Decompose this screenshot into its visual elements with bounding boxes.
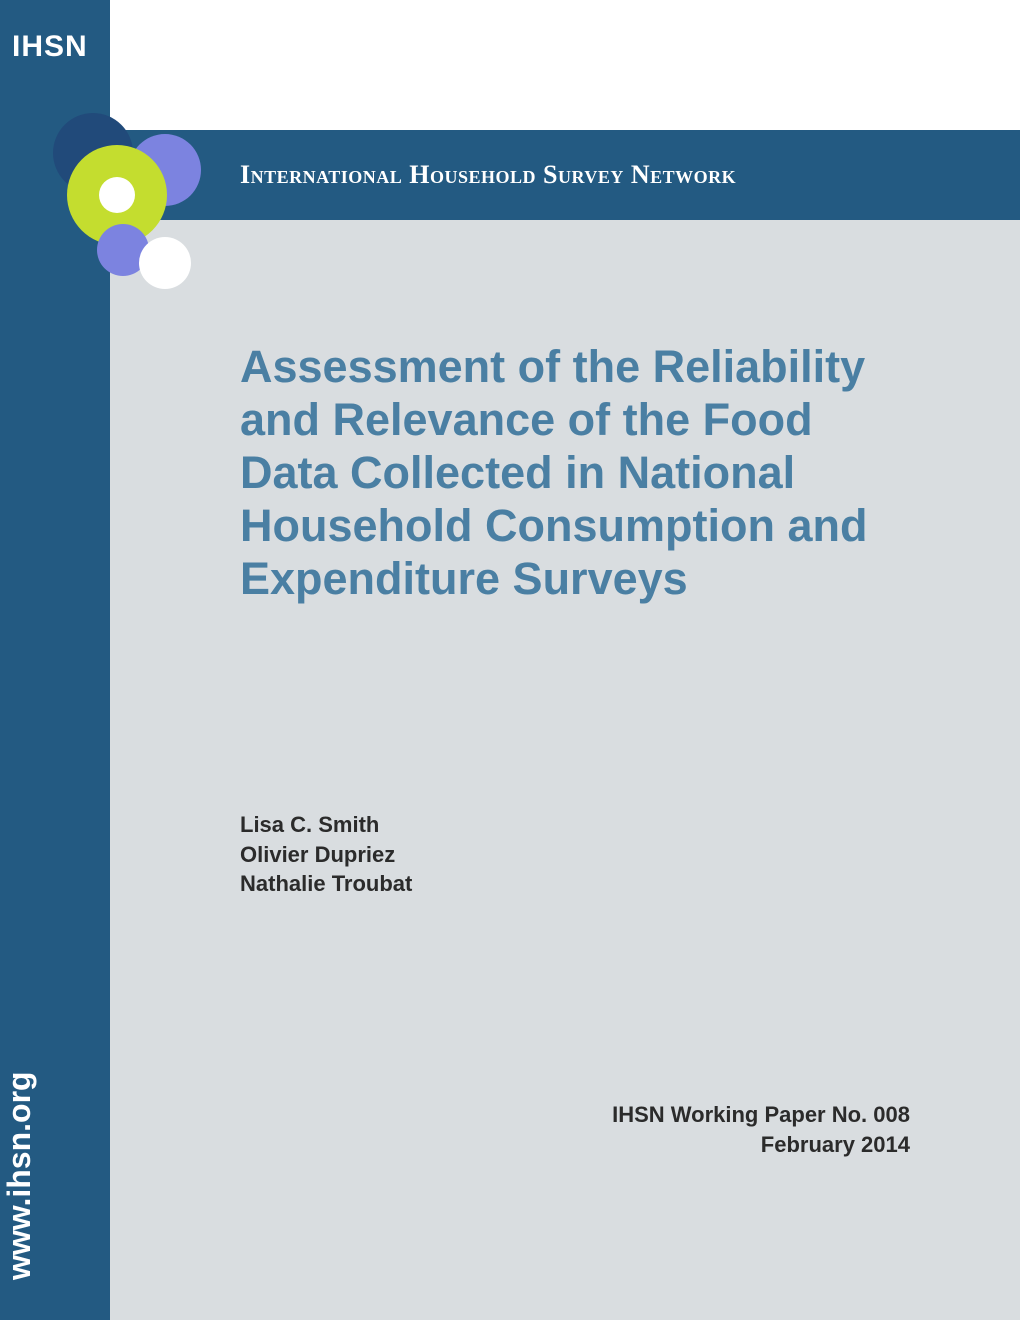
author-name: Olivier Dupriez — [240, 840, 412, 870]
ihsn-logo-icon — [35, 95, 225, 285]
publication-date: February 2014 — [612, 1130, 910, 1160]
author-name: Nathalie Troubat — [240, 869, 412, 899]
publication-info: IHSN Working Paper No. 008 February 2014 — [612, 1100, 910, 1159]
website-url: www.ihsn.org — [1, 1071, 38, 1280]
author-name: Lisa C. Smith — [240, 810, 412, 840]
header-band: International Household Survey Network — [110, 130, 1020, 220]
series-number: IHSN Working Paper No. 008 — [612, 1100, 910, 1130]
authors-block: Lisa C. Smith Olivier Dupriez Nathalie T… — [240, 810, 412, 899]
title-block: Assessment of the Reliability and Releva… — [240, 340, 910, 605]
ihsn-acronym: IHSN — [12, 30, 88, 64]
paper-title: Assessment of the Reliability and Releva… — [240, 340, 910, 605]
main-content-area: Assessment of the Reliability and Releva… — [110, 220, 1020, 1320]
organization-name: International Household Survey Network — [240, 160, 736, 190]
